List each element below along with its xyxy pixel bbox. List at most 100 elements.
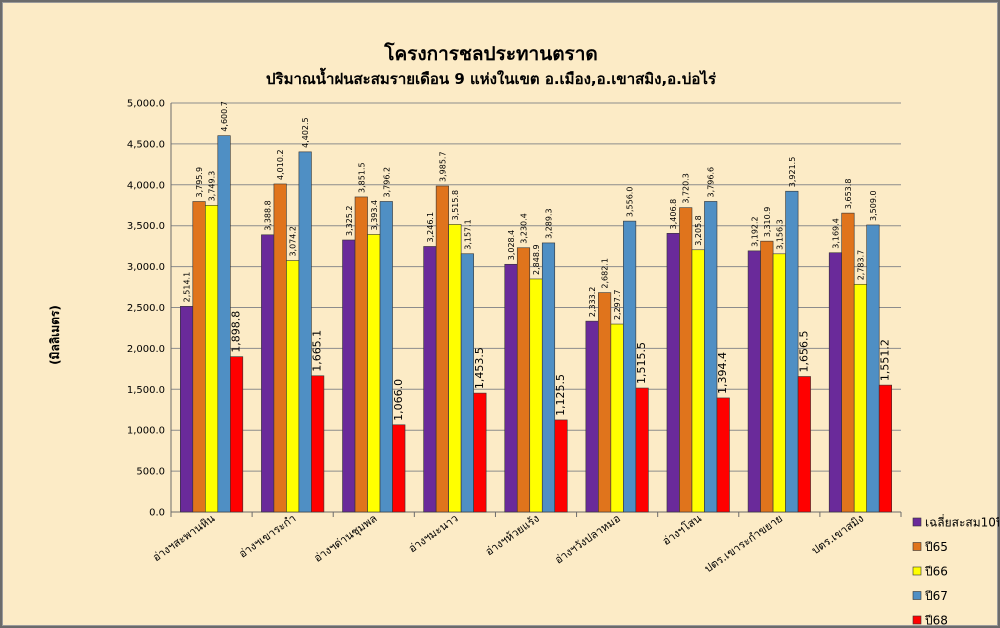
bar — [435, 185, 449, 513]
data-label: 1,515.5 — [635, 342, 648, 384]
bar — [623, 220, 637, 513]
bar — [716, 397, 730, 513]
data-label: 4,010.2 — [276, 149, 285, 180]
y-tick-label: 2,000.0 — [127, 344, 165, 355]
data-label: 3,205.8 — [694, 215, 703, 246]
data-label: 3,515.8 — [451, 190, 460, 221]
x-tick-label: อ่างฯโสน — [659, 511, 704, 548]
data-label: 2,333.2 — [588, 287, 597, 318]
bar — [598, 292, 612, 513]
bar — [367, 234, 381, 513]
bar — [423, 246, 437, 513]
data-label: 2,783.7 — [856, 250, 865, 281]
legend: เฉลี่ยสะสม10ปีปี65 ปี66 ปี67 ปี68 — [912, 514, 999, 628]
data-label: 3,985.7 — [438, 151, 447, 182]
bar — [541, 242, 556, 513]
bar — [866, 224, 880, 513]
data-label: 3,509.0 — [869, 190, 878, 221]
data-label: 1,551.2 — [878, 339, 891, 381]
bar — [379, 201, 393, 513]
bar — [205, 205, 219, 513]
bar — [261, 234, 275, 513]
legend-label: ปี67 — [924, 589, 947, 603]
x-tick-label: อ่างฯสะพานหิน — [150, 512, 217, 565]
data-label: 1,898.8 — [230, 311, 243, 353]
x-tick-label: อ่างฯมะนาว — [406, 512, 460, 556]
y-tick-label: 3,000.0 — [127, 262, 165, 273]
bar — [772, 253, 786, 513]
bar — [760, 240, 774, 513]
bar — [273, 183, 287, 513]
bar — [516, 247, 531, 513]
legend-swatch — [912, 517, 922, 527]
data-label: 1,066.0 — [392, 379, 405, 421]
bar — [635, 387, 649, 513]
x-tick-label: อ่างฯห้วยแร้ง — [483, 512, 542, 559]
data-label: 3,325.2 — [345, 205, 354, 236]
x-tick-label: ปตร.เขาระกำขยาย — [702, 512, 785, 576]
y-tick-label: 3,500.0 — [127, 221, 165, 232]
bar — [286, 260, 300, 513]
data-label: 3,074.2 — [289, 226, 298, 257]
data-label: 2,682.1 — [601, 258, 610, 289]
data-label: 1,665.1 — [311, 330, 324, 372]
y-tick-label: 1,500.0 — [127, 385, 165, 396]
data-label: 1,125.5 — [554, 374, 567, 416]
bar — [230, 356, 244, 513]
y-tick-label: 500.0 — [136, 467, 165, 478]
data-label: 3,169.4 — [831, 218, 840, 249]
data-label: 3,393.4 — [370, 200, 379, 231]
data-label: 3,720.3 — [682, 173, 691, 204]
data-label: 4,402.5 — [301, 117, 310, 148]
bar — [841, 212, 855, 513]
bar — [311, 375, 325, 513]
bar — [679, 207, 693, 513]
bar — [342, 239, 356, 513]
legend-label: ปี66 — [924, 565, 947, 579]
y-axis-label: (มิลลิเมตร) — [48, 305, 62, 365]
chart-title: โครงการชลประทานตราด — [383, 42, 598, 65]
data-label: 3,796.2 — [382, 167, 391, 198]
legend-swatch — [912, 591, 922, 600]
data-label: 3,289.3 — [545, 208, 554, 239]
bar — [853, 283, 867, 513]
x-tick-label: ปตร.เขาสมิง — [809, 512, 866, 557]
bar — [354, 196, 368, 513]
data-label: 3,156.3 — [775, 219, 784, 250]
bar — [504, 263, 518, 513]
bar — [529, 278, 543, 513]
bar — [554, 419, 568, 513]
data-label: 3,796.6 — [707, 167, 716, 198]
bar — [785, 190, 799, 513]
data-label: 3,230.4 — [520, 213, 529, 244]
data-label: 2,848.9 — [532, 244, 541, 275]
bar — [448, 224, 462, 513]
bar — [828, 252, 842, 513]
data-label: 3,388.8 — [264, 200, 273, 231]
data-label: 3,851.5 — [357, 162, 366, 193]
bar — [797, 376, 811, 513]
y-tick-label: 1,000.0 — [127, 426, 165, 437]
chart-subtitle: ปริมาณน้ำฝนสะสมรายเดือน 9 แห่งในเขต อ.เม… — [266, 67, 717, 88]
y-tick-label: 5,000.0 — [127, 99, 165, 110]
bar — [747, 250, 761, 513]
data-label: 3,921.5 — [788, 157, 797, 188]
legend-label: เฉลี่ยสะสม10ปี — [925, 514, 999, 530]
data-label: 3,028.4 — [507, 230, 516, 261]
bar — [460, 253, 474, 513]
data-label: 3,556.0 — [626, 187, 635, 218]
bar — [704, 201, 718, 513]
bar — [392, 424, 406, 513]
data-label: 4,600.7 — [220, 101, 229, 132]
x-tick-label: อ่างฯวังปลาหมอ — [552, 512, 622, 567]
x-tick-label: อ่างฯด่านชุมพล — [312, 512, 380, 565]
bar — [298, 151, 312, 513]
data-label: 3,406.8 — [669, 199, 678, 230]
legend-label: ปี68 — [924, 614, 947, 628]
y-tick-label: 0.0 — [149, 508, 165, 519]
bar — [473, 392, 487, 513]
data-label: 3,246.1 — [426, 212, 435, 243]
data-label: 2,514.1 — [183, 272, 192, 303]
data-label: 1,656.5 — [797, 330, 810, 372]
